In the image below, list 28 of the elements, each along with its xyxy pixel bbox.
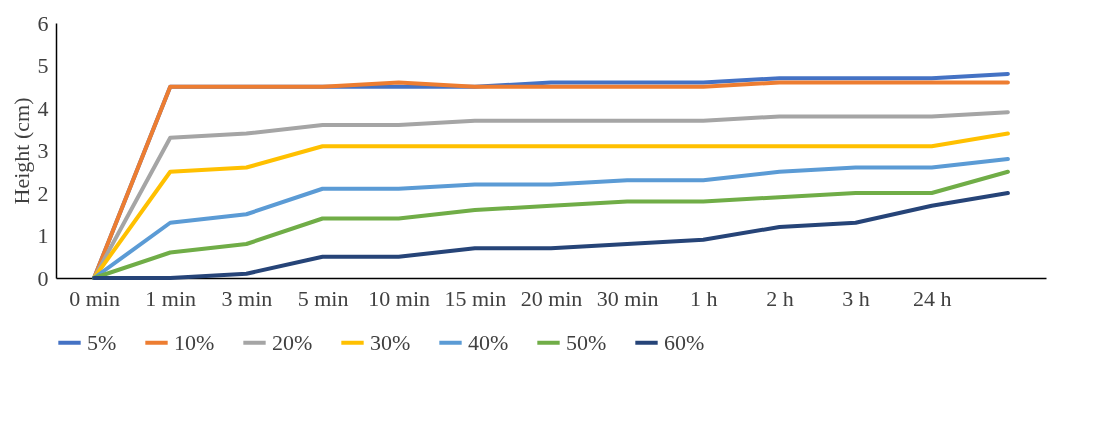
line-series: [92, 191, 1010, 280]
legend-label: 5%: [87, 329, 117, 355]
x-tick-label: 20 min: [520, 285, 583, 311]
y-axis-title: Height (cm): [8, 97, 34, 205]
y-tick-label: 1: [37, 223, 49, 248]
x-tick-label: 1 h: [690, 285, 718, 311]
legend-label: 40%: [468, 329, 509, 355]
x-tick-label: 2 h: [766, 285, 794, 311]
y-tick-label: 3: [37, 138, 49, 163]
y-tick-label: 0: [37, 265, 49, 291]
legend-label: 10%: [174, 329, 215, 355]
legend-label: 60%: [664, 329, 705, 355]
y-tick-label: 6: [37, 10, 49, 36]
x-tick-label: 5 min: [297, 285, 349, 311]
x-tick-label: 3 min: [221, 285, 273, 311]
legend-label: 20%: [272, 329, 313, 355]
x-tick-label: 1 min: [145, 285, 197, 311]
x-tick-label: 24 h: [913, 285, 952, 311]
legend-label: 50%: [566, 329, 607, 355]
legend-label: 30%: [370, 329, 411, 355]
y-tick-label: 4: [37, 95, 49, 121]
x-tick-label: 30 min: [596, 285, 659, 311]
x-tick-label: 15 min: [444, 285, 507, 311]
y-tick-label: 5: [37, 53, 49, 78]
x-tick-label: 0 min: [69, 285, 120, 311]
x-tick-label: 10 min: [368, 285, 431, 311]
x-tick-label: 3 h: [842, 285, 870, 311]
y-tick-label: 2: [37, 180, 49, 206]
